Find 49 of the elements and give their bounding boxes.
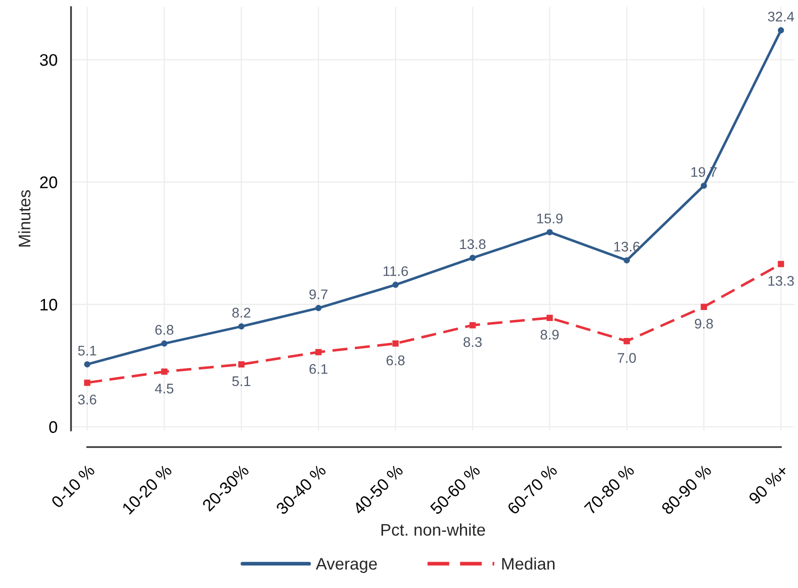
point — [700, 304, 707, 310]
data-label: 6.8 — [155, 324, 174, 335]
point — [84, 361, 90, 368]
y-tick-label: 30 — [40, 54, 58, 66]
point — [161, 368, 168, 375]
point — [84, 380, 90, 386]
data-label: 11.6 — [384, 266, 408, 276]
data-label: 8.3 — [464, 337, 482, 347]
data-label: 5.1 — [78, 346, 96, 356]
x-tick-label: 0-10 % — [50, 464, 96, 509]
point — [469, 322, 476, 328]
data-label: 13.3 — [768, 276, 794, 286]
point — [392, 340, 399, 347]
data-label: 15.9 — [537, 214, 563, 224]
data-label: 13.8 — [460, 239, 486, 250]
data-label: 9.7 — [309, 289, 328, 300]
point — [624, 338, 630, 344]
point — [161, 340, 168, 347]
x-tick-label: 90 %+ — [748, 464, 790, 505]
data-label: 6.8 — [386, 355, 405, 366]
point — [546, 314, 553, 321]
point — [469, 254, 476, 262]
data-label: 9.8 — [694, 318, 713, 329]
data-label: 7.0 — [618, 353, 636, 363]
data-label: 6.1 — [310, 364, 328, 374]
legend-label: Median — [502, 557, 554, 570]
data-label: 32.4 — [768, 12, 794, 22]
data-label: 4.5 — [154, 384, 174, 394]
data-label: 5.1 — [232, 376, 250, 386]
legend-label: Average — [316, 558, 377, 573]
point — [392, 282, 399, 288]
data-label: 8.2 — [232, 308, 250, 318]
point — [624, 257, 630, 264]
point — [778, 260, 784, 268]
point — [700, 182, 707, 189]
point — [778, 27, 784, 34]
point — [238, 361, 244, 368]
point — [315, 348, 322, 356]
point — [238, 323, 244, 330]
y-axis-title: Minutes — [18, 190, 30, 247]
y-tick-label: 20 — [40, 176, 58, 188]
point — [315, 304, 322, 312]
data-label: 3.6 — [78, 394, 96, 404]
y-tick-label: 10 — [40, 298, 58, 311]
data-label: 8.9 — [540, 330, 559, 340]
point — [546, 229, 553, 236]
x-axis-title: Pct. non-white — [381, 523, 485, 536]
data-label: 13.6 — [614, 242, 640, 252]
y-tick-label: 0 — [49, 421, 58, 433]
